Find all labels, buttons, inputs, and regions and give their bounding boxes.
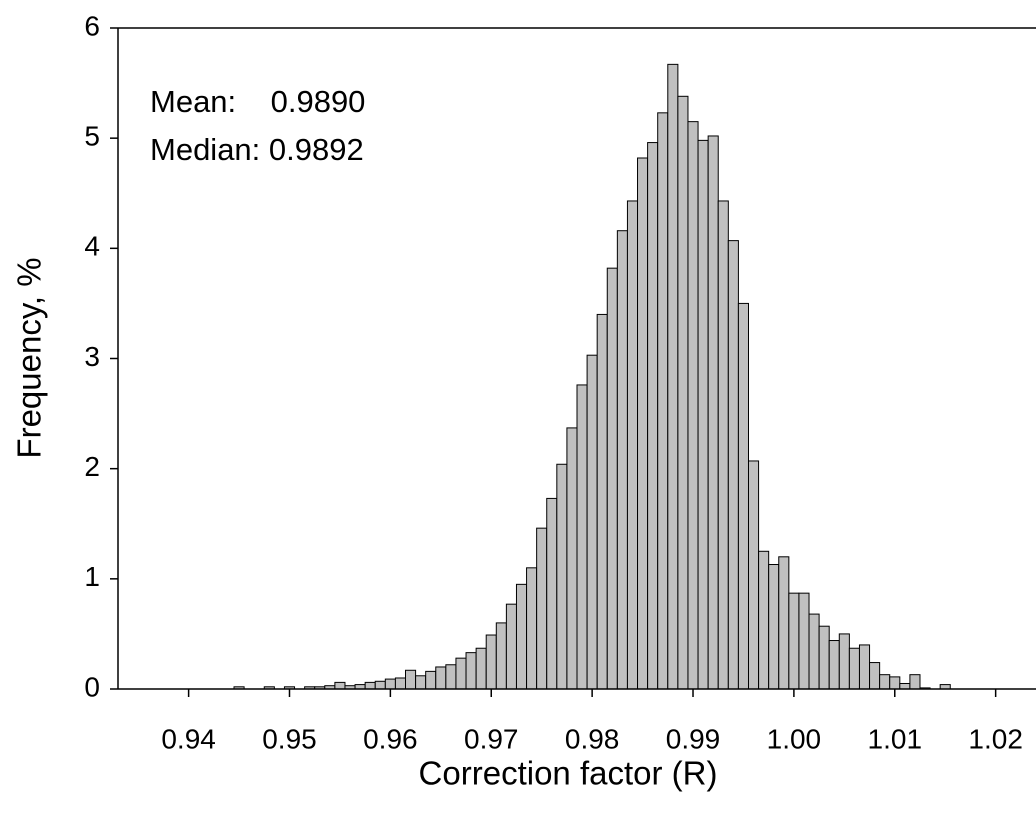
bar bbox=[818, 625, 830, 690]
y-tick-label: 5 bbox=[84, 121, 100, 152]
bar bbox=[798, 592, 810, 690]
bar bbox=[889, 676, 901, 690]
bar bbox=[465, 652, 477, 690]
bar bbox=[405, 669, 417, 690]
bar bbox=[586, 354, 598, 690]
bar bbox=[637, 157, 649, 690]
bar bbox=[526, 567, 538, 690]
bar bbox=[858, 644, 871, 690]
bar bbox=[596, 313, 608, 690]
bar bbox=[495, 622, 507, 690]
y-tick-label: 4 bbox=[84, 231, 100, 262]
bar bbox=[435, 666, 447, 690]
bar bbox=[788, 592, 800, 690]
bar bbox=[848, 647, 860, 690]
annotation: Mean: 0.9890 bbox=[150, 84, 365, 119]
bar bbox=[869, 662, 881, 690]
bar bbox=[515, 583, 528, 690]
bar bbox=[475, 647, 487, 690]
bar bbox=[556, 463, 568, 690]
y-tick-label: 0 bbox=[84, 671, 100, 702]
bar bbox=[778, 556, 790, 690]
bar bbox=[576, 384, 588, 690]
bar bbox=[758, 550, 770, 690]
y-tick-label: 6 bbox=[84, 10, 100, 41]
bar bbox=[727, 240, 739, 690]
bar bbox=[364, 681, 376, 690]
x-tick-label: 0.98 bbox=[565, 723, 620, 754]
x-tick-label: 0.97 bbox=[464, 723, 519, 754]
bar bbox=[899, 682, 911, 690]
bar bbox=[657, 112, 669, 690]
bar bbox=[768, 564, 780, 690]
bar bbox=[707, 135, 719, 690]
bar bbox=[334, 681, 346, 690]
bar bbox=[425, 670, 437, 690]
bar bbox=[737, 302, 749, 690]
y-tick-label: 3 bbox=[84, 341, 100, 372]
bar bbox=[677, 95, 689, 690]
bar bbox=[445, 664, 457, 690]
bar bbox=[415, 675, 427, 690]
x-axis-title: Correction factor (R) bbox=[419, 755, 718, 792]
bar bbox=[697, 139, 709, 690]
bar bbox=[667, 63, 679, 690]
x-tick-label: 0.95 bbox=[262, 723, 317, 754]
bar bbox=[606, 267, 618, 690]
x-tick-label: 0.96 bbox=[363, 723, 418, 754]
bar bbox=[546, 497, 558, 690]
bar bbox=[626, 200, 639, 690]
bar bbox=[838, 633, 850, 690]
bar bbox=[808, 613, 820, 690]
bar bbox=[909, 674, 921, 690]
bar bbox=[455, 657, 467, 690]
x-tick-label: 0.99 bbox=[666, 723, 721, 754]
x-tick-label: 1.01 bbox=[868, 723, 923, 754]
bar bbox=[505, 603, 517, 690]
x-tick-label: 1.02 bbox=[968, 723, 1023, 754]
x-tick-label: 0.94 bbox=[161, 723, 216, 754]
bar bbox=[616, 230, 628, 690]
bar bbox=[647, 142, 659, 690]
bar bbox=[384, 678, 396, 690]
bar bbox=[374, 680, 386, 690]
x-tick-label: 1.00 bbox=[767, 723, 822, 754]
y-axis-title: Frequency, % bbox=[11, 257, 48, 458]
bar bbox=[717, 200, 729, 690]
y-tick-label: 1 bbox=[84, 561, 100, 592]
bar bbox=[566, 427, 578, 690]
bar bbox=[687, 121, 699, 690]
bar bbox=[394, 677, 407, 690]
bar bbox=[747, 460, 760, 690]
bar bbox=[879, 674, 891, 690]
y-tick-label: 2 bbox=[84, 451, 100, 482]
bar bbox=[536, 527, 548, 690]
annotation: Median: 0.9892 bbox=[150, 132, 364, 167]
bar bbox=[828, 640, 840, 690]
bar bbox=[485, 634, 497, 690]
